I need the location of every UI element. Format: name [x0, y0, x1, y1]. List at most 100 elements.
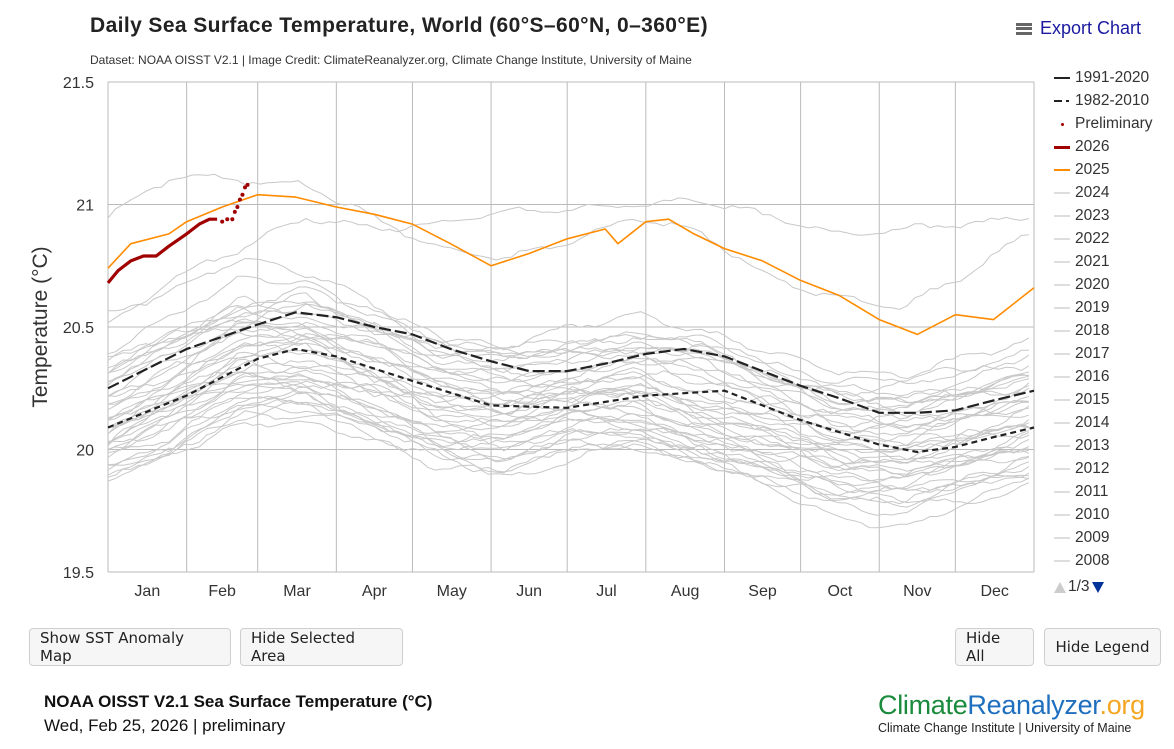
legend-label: 2014 [1075, 413, 1110, 431]
hide-all-button[interactable]: Hide All [955, 628, 1034, 666]
legend-item-2023[interactable]: 2023 [1054, 204, 1174, 227]
year-line-1989[interactable] [107, 380, 1030, 472]
axis-labels: 21.5 21 20.5 20 19.5 Jan Feb Mar Apr May Jun Jul Aug… [63, 75, 1009, 600]
legend-swatch-icon [1054, 463, 1070, 475]
legend-label: 2011 [1075, 482, 1109, 500]
legend-item-2018[interactable]: 2018 [1054, 319, 1174, 342]
preliminary-point [235, 204, 240, 209]
legend-swatch-icon [1054, 394, 1070, 406]
year-line-2005[interactable] [107, 342, 1030, 444]
year-line-2018[interactable] [107, 292, 1029, 398]
show-sst-anomaly-map-button[interactable]: Show SST Anomaly Map [29, 628, 231, 666]
climatereanalyzer-logo[interactable]: ClimateReanalyzer.org [878, 690, 1145, 721]
legend-item-2014[interactable]: 2014 [1054, 411, 1174, 434]
year-line-1982[interactable] [107, 420, 1030, 505]
legend-item-2011[interactable]: 2011 [1054, 480, 1174, 503]
year-line-2009[interactable] [107, 341, 1030, 434]
legend-label: 2010 [1075, 505, 1110, 523]
legend-item-1991-2020[interactable]: 1991-2020 [1054, 66, 1174, 89]
legend-label: 1991-2020 [1075, 68, 1150, 86]
series-line-1991-2020[interactable] [107, 311, 1035, 414]
legend-label: 2020 [1075, 275, 1110, 293]
year-line-1985[interactable] [107, 397, 1030, 529]
legend-prev-page-icon[interactable] [1054, 581, 1066, 593]
legend-swatch-icon [1054, 256, 1070, 268]
x-tick-label: Oct [827, 583, 852, 600]
legend-label: 2019 [1075, 298, 1110, 316]
year-line-2020[interactable] [107, 275, 1030, 380]
chart-title: Daily Sea Surface Temperature, World (60… [90, 14, 708, 37]
year-line-2022[interactable] [107, 300, 1030, 397]
series-line-2025[interactable] [107, 193, 1035, 336]
chart-legend: 1991-2020 1982-2010 Preliminary 2026 2025 202… [1054, 66, 1174, 572]
series-line-2026[interactable] [106, 217, 218, 284]
x-tick-label: Feb [208, 583, 236, 600]
legend-item-2010[interactable]: 2010 [1054, 503, 1174, 526]
logo-climate: Climate [878, 690, 968, 720]
year-line-1991[interactable] [107, 395, 1030, 493]
year-line-2011[interactable] [107, 327, 1029, 426]
hide-selected-area-button[interactable]: Hide Selected Area [240, 628, 403, 666]
year-line-1997[interactable] [107, 372, 1030, 487]
hamburger-menu-icon [1016, 22, 1032, 35]
legend-item-1982-2010[interactable]: 1982-2010 [1054, 89, 1174, 112]
y-tick-label: 21 [76, 198, 94, 215]
legend-swatch-icon [1054, 187, 1070, 199]
x-tick-label: Jul [596, 583, 616, 600]
year-line-2002[interactable] [107, 332, 1030, 435]
year-line-1995[interactable] [107, 358, 1030, 468]
x-tick-label: May [437, 583, 467, 600]
legend-item-2024[interactable]: 2024 [1054, 181, 1174, 204]
logo-reanalyzer: Reanalyzer [967, 690, 1100, 720]
footer-date: Wed, Feb 25, 2026 | preliminary [44, 716, 286, 735]
legend-item-2008[interactable]: 2008 [1054, 549, 1174, 572]
legend-item-2013[interactable]: 2013 [1054, 434, 1174, 457]
year-line-1983[interactable] [107, 410, 1030, 508]
legend-item-preliminary[interactable]: Preliminary [1054, 112, 1174, 135]
year-line-2023[interactable] [107, 197, 1030, 324]
legend-item-2019[interactable]: 2019 [1054, 296, 1174, 319]
year-line-2003[interactable] [107, 360, 1030, 464]
year-line-1999[interactable] [107, 373, 1029, 453]
legend-item-2025[interactable]: 2025 [1054, 158, 1174, 181]
year-line-1990[interactable] [107, 375, 1030, 478]
legend-swatch-icon [1054, 440, 1070, 452]
legend-label: 2013 [1075, 436, 1110, 454]
year-line-2007[interactable] [107, 327, 1029, 433]
year-line-1988[interactable] [107, 386, 1029, 496]
logo-subtitle: Climate Change Institute | University of… [878, 721, 1132, 735]
legend-label: 2025 [1075, 160, 1110, 178]
year-line-2014[interactable] [107, 295, 1030, 406]
hide-legend-button[interactable]: Hide Legend [1044, 628, 1161, 666]
year-line-1992[interactable] [107, 387, 1030, 482]
year-line-2019[interactable] [107, 286, 1029, 384]
legend-swatch-icon [1054, 141, 1070, 153]
preliminary-point [220, 219, 225, 224]
year-line-1996[interactable] [108, 351, 1030, 465]
year-line-2010[interactable] [107, 334, 1030, 436]
year-line-2024[interactable] [107, 173, 1029, 310]
x-tick-label: Aug [671, 583, 699, 600]
legend-item-2009[interactable]: 2009 [1054, 526, 1174, 549]
legend-item-2012[interactable]: 2012 [1054, 457, 1174, 480]
export-chart-button[interactable]: Export Chart [1016, 18, 1141, 39]
legend-item-2017[interactable]: 2017 [1054, 342, 1174, 365]
legend-item-2020[interactable]: 2020 [1054, 273, 1174, 296]
legend-item-2022[interactable]: 2022 [1054, 227, 1174, 250]
x-tick-label: Nov [903, 583, 931, 600]
legend-item-2015[interactable]: 2015 [1054, 388, 1174, 411]
series-line-1982-2010[interactable] [107, 347, 1035, 454]
preliminary-point [230, 217, 235, 222]
year-line-1993[interactable] [107, 381, 1030, 490]
x-tick-label: Jun [516, 583, 542, 600]
legend-next-page-icon[interactable] [1091, 581, 1104, 593]
legend-item-2021[interactable]: 2021 [1054, 250, 1174, 273]
y-tick-label: 20 [76, 443, 94, 460]
x-tick-label: Apr [362, 583, 388, 600]
year-line-1984[interactable] [107, 403, 1030, 494]
legend-swatch-icon [1054, 279, 1070, 291]
legend-swatch-icon [1054, 72, 1070, 84]
legend-item-2026[interactable]: 2026 [1054, 135, 1174, 158]
x-tick-label: Sep [748, 583, 777, 600]
legend-item-2016[interactable]: 2016 [1054, 365, 1174, 388]
